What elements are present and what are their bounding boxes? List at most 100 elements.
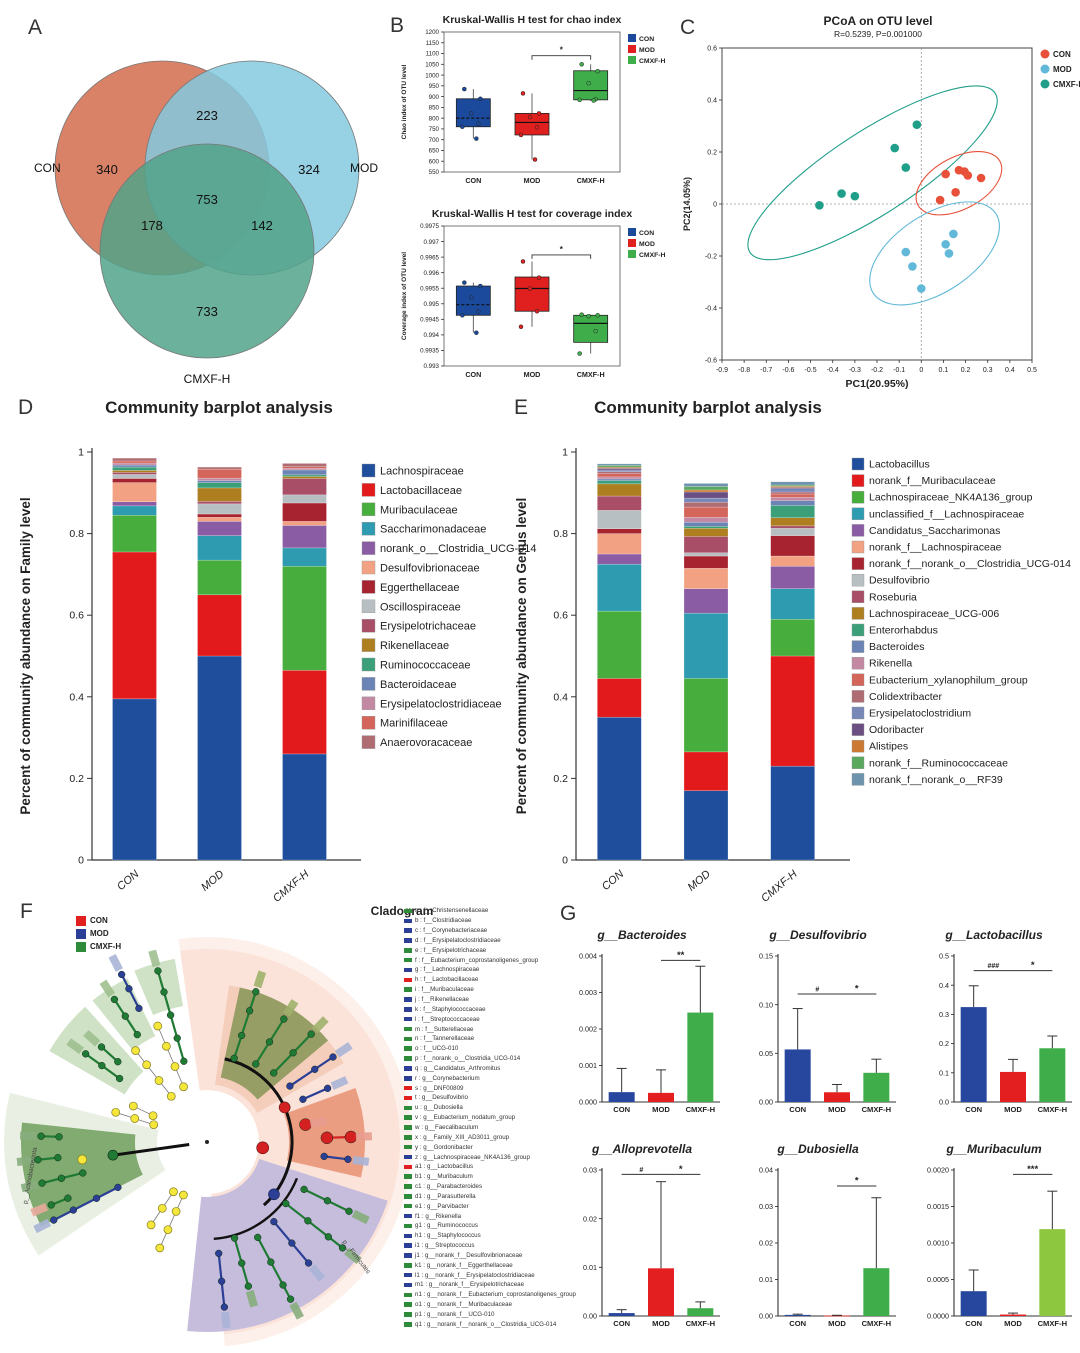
svg-text:-0.3: -0.3 — [849, 367, 861, 374]
legend-item: Eubacterium_xylanophilum_group — [869, 674, 1028, 686]
svg-text:CON: CON — [613, 1319, 630, 1328]
svg-text:###: ### — [987, 963, 999, 970]
pcoa-title: PCoA on OTU level — [823, 14, 933, 28]
taxa-label: f : f__Eubacterium_coprostanoligenes_gro… — [415, 956, 539, 964]
svg-text:0.04: 0.04 — [759, 1166, 773, 1175]
venn-count-mod-cmxf: 142 — [251, 218, 273, 233]
coverage-box-chart: Kruskal-Wallis H test for coverage index… — [394, 208, 684, 398]
svg-text:0: 0 — [562, 855, 568, 867]
taxa-swatch — [404, 1213, 412, 1219]
svg-text:0.4: 0.4 — [707, 98, 717, 105]
taxa-key-item: m : f__Sutterellaceae — [404, 1024, 556, 1034]
taxa-swatch — [404, 1282, 412, 1288]
panel-e-label: E — [514, 396, 529, 419]
taxa-swatch — [404, 1066, 412, 1071]
legend-item: Lachnospiraceae — [380, 466, 464, 478]
legend-item: CMXF-H — [639, 252, 666, 259]
svg-text:#: # — [639, 1167, 643, 1174]
svg-text:-0.4: -0.4 — [827, 367, 839, 374]
svg-text:0.03: 0.03 — [759, 1202, 773, 1211]
taxa-label: b : f__Clostridiaceae — [415, 917, 472, 925]
legend-item: Lactobacillaceae — [380, 485, 462, 497]
taxa-key-item: a1 : g__Lactobacillus — [404, 1162, 556, 1172]
family-barplot-title: Community barplot analysis — [105, 398, 333, 417]
svg-text:1: 1 — [562, 447, 568, 459]
svg-text:**: ** — [677, 950, 685, 961]
cladogram-legend-item: CON — [76, 914, 121, 927]
taxa-key-item: k : f__Staphylococcaceae — [404, 1004, 556, 1014]
svg-text:CMXF-H: CMXF-H — [759, 868, 800, 905]
taxa-label: h : f__Lactobacillaceae — [415, 976, 479, 984]
svg-text:0.993: 0.993 — [424, 363, 440, 370]
legend-item: Rikenella — [869, 658, 912, 670]
taxa-label: f1 : g__Rikenella — [415, 1212, 462, 1220]
taxa-key-item: l : f__Streptococcaceae — [404, 1014, 556, 1024]
taxa-key-item: h1 : g__Staphylococcus — [404, 1231, 556, 1241]
legend-item: Desulfovibrionaceae — [380, 563, 480, 575]
taxa-label: n : f__Tannerellaceae — [415, 1035, 475, 1043]
svg-text:0.002: 0.002 — [579, 1025, 597, 1034]
svg-text:850: 850 — [429, 105, 440, 112]
legend-item: Eggerthellaceae — [380, 582, 460, 594]
alloprevotella-title: g__Alloprevotella — [591, 1142, 693, 1156]
svg-text:Percent of community abundance: Percent of community abundance on Family… — [18, 497, 33, 814]
taxa-label: e : f__Erysipelotrichaceae — [415, 946, 487, 954]
svg-text:-0.2: -0.2 — [705, 254, 717, 261]
pcoa-subtitle: R=0.5239, P=0.001000 — [834, 29, 922, 39]
svg-text:0.00: 0.00 — [759, 1098, 773, 1107]
svg-text:0.9935: 0.9935 — [420, 348, 439, 355]
svg-text:CMXF-H: CMXF-H — [1053, 80, 1080, 89]
taxa-key-item: g : f__Lachnospiraceae — [404, 965, 556, 975]
legend-item: norank_f__norank_o__Clostridia_UCG-014 — [869, 558, 1071, 570]
taxa-label: x : g__Family_XIII_AD3011_group — [415, 1133, 510, 1141]
taxa-swatch — [404, 1125, 412, 1130]
taxa-label: l1 : g__norank_f__Erysipelatoclostridiac… — [415, 1271, 535, 1279]
dubosiella-title: g__Dubosiella — [777, 1142, 859, 1156]
svg-text:MOD: MOD — [652, 1319, 670, 1328]
taxa-key-item: y : g__Gordonibacter — [404, 1142, 556, 1152]
legend-item: norank_o__Clostridia_UCG-014 — [380, 543, 537, 555]
taxa-key-item: c : f__Corynebacteriaceae — [404, 926, 556, 936]
panel-a-label: A — [28, 16, 43, 39]
taxa-label: o : f__UCG-010 — [415, 1045, 459, 1053]
svg-text:MOD: MOD — [828, 1105, 846, 1114]
cladogram-title: Cladogram — [370, 904, 434, 918]
svg-text:0.4: 0.4 — [1005, 367, 1015, 374]
svg-text:***: *** — [1027, 1164, 1038, 1175]
lactobacillus-chart: g__Lactobacillus 0.0 0.1 0.2 0.3 0.4 0.5 CON MO… — [908, 928, 1080, 1140]
venn-count-mod: 324 — [298, 162, 320, 177]
panel-f-label: F — [20, 900, 33, 923]
taxa-key-item: o : f__UCG-010 — [404, 1044, 556, 1054]
svg-text:MOD: MOD — [686, 868, 713, 894]
svg-text:MOD: MOD — [1053, 65, 1072, 74]
svg-text:CMXF-H: CMXF-H — [862, 1105, 892, 1114]
taxa-key-item: i : f__Muribaculaceae — [404, 985, 556, 995]
taxa-key-item: d1 : g__Parasutterella — [404, 1191, 556, 1201]
legend-item: Lachnospiraceae_UCG-006 — [869, 608, 999, 620]
svg-text:0.2: 0.2 — [707, 150, 717, 157]
svg-text:0.0000: 0.0000 — [927, 1312, 949, 1321]
svg-text:Percent of community abundance: Percent of community abundance on Genus … — [514, 498, 529, 815]
svg-text:1: 1 — [78, 447, 84, 459]
legend-item: norank_f__Lachnospiraceae — [869, 542, 1002, 554]
svg-text:0.9955: 0.9955 — [420, 285, 439, 292]
svg-text:0.0: 0.0 — [939, 1098, 949, 1107]
svg-text:0.01: 0.01 — [583, 1263, 597, 1272]
svg-text:1000: 1000 — [425, 72, 439, 79]
taxa-label: d : f__Erysipelatoclostridiaceae — [415, 936, 501, 944]
svg-text:0.994: 0.994 — [424, 332, 440, 339]
svg-text:-0.7: -0.7 — [760, 367, 772, 374]
svg-text:0.2: 0.2 — [69, 773, 84, 785]
taxa-label: k : f__Staphylococcaceae — [415, 1005, 486, 1013]
taxa-swatch — [404, 957, 412, 963]
taxa-key-item: b : f__Clostridiaceae — [404, 916, 556, 926]
taxa-label: y : g__Gordonibacter — [415, 1143, 473, 1151]
svg-text:0.0010: 0.0010 — [927, 1239, 949, 1248]
venn-label-mod: MOD — [350, 161, 378, 175]
svg-text:-0.9: -0.9 — [716, 367, 728, 374]
svg-text:0.004: 0.004 — [579, 952, 597, 961]
legend-item: Roseburia — [869, 591, 917, 603]
taxa-swatch — [404, 1085, 412, 1091]
svg-text:0.5: 0.5 — [939, 952, 949, 961]
cladogram-legend-item: CMXF-H — [76, 940, 121, 953]
